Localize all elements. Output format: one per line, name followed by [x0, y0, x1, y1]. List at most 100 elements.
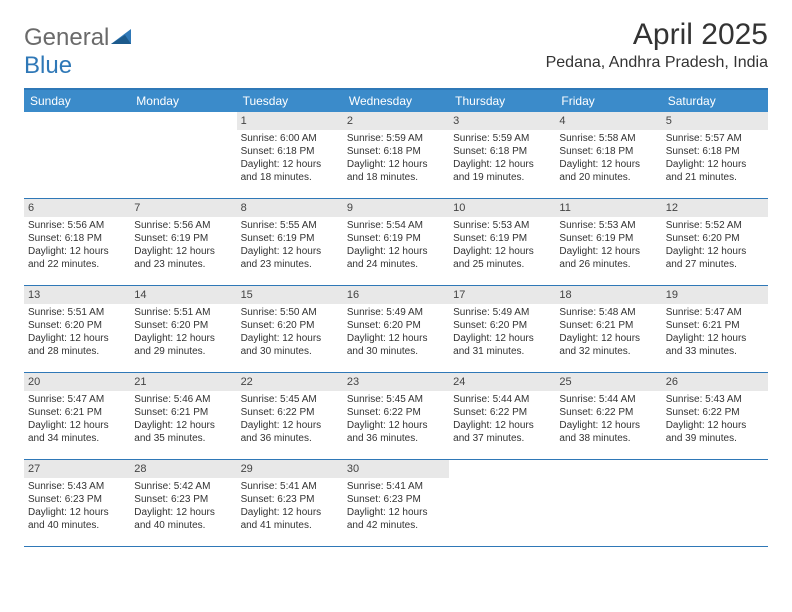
day-info: Sunrise: 5:59 AMSunset: 6:18 PMDaylight:…: [451, 132, 553, 184]
day-info: Sunrise: 5:53 AMSunset: 6:19 PMDaylight:…: [557, 219, 659, 271]
day-info: Sunrise: 6:00 AMSunset: 6:18 PMDaylight:…: [239, 132, 341, 184]
day-info: Sunrise: 5:47 AMSunset: 6:21 PMDaylight:…: [664, 306, 766, 358]
day-cell: 28 Sunrise: 5:42 AMSunset: 6:23 PMDayligh…: [130, 460, 236, 546]
day-info: Sunrise: 5:58 AMSunset: 6:18 PMDaylight:…: [557, 132, 659, 184]
day-number: 3: [449, 112, 555, 130]
location-text: Pedana, Andhra Pradesh, India: [546, 54, 768, 72]
day-cell: 7 Sunrise: 5:56 AMSunset: 6:19 PMDaylight…: [130, 199, 236, 285]
calendar-header-row: SundayMondayTuesdayWednesdayThursdayFrid…: [24, 90, 768, 112]
day-cell: 16 Sunrise: 5:49 AMSunset: 6:20 PMDayligh…: [343, 286, 449, 372]
day-info: Sunrise: 5:43 AMSunset: 6:23 PMDaylight:…: [26, 480, 128, 532]
day-number: 28: [130, 460, 236, 478]
day-number: 5: [662, 112, 768, 130]
day-cell: 8Sunrise: 5:55 AMSunset: 6:19 PMDaylight…: [237, 199, 343, 285]
day-info: Sunrise: 5:48 AMSunset: 6:21 PMDaylight:…: [557, 306, 659, 358]
day-cell: 6 Sunrise: 5:56 AMSunset: 6:18 PMDaylight…: [24, 199, 130, 285]
day-info: Sunrise: 5:51 AMSunset: 6:20 PMDaylight:…: [26, 306, 128, 358]
day-number: 21: [130, 373, 236, 391]
day-header: Wednesday: [343, 90, 449, 112]
day-header: Thursday: [449, 90, 555, 112]
day-cell: 0: [130, 112, 236, 198]
day-info: Sunrise: 5:50 AMSunset: 6:20 PMDaylight:…: [239, 306, 341, 358]
day-cell: 15Sunrise: 5:50 AMSunset: 6:20 PMDayligh…: [237, 286, 343, 372]
day-header: Sunday: [24, 90, 130, 112]
day-number: 18: [555, 286, 661, 304]
calendar-page: General April 2025 Pedana, Andhra Prades…: [0, 0, 792, 547]
day-cell: 1 Sunrise: 6:00 AMSunset: 6:18 PMDaylight…: [237, 112, 343, 198]
day-number: 23: [343, 373, 449, 391]
day-header: Saturday: [662, 90, 768, 112]
day-cell: 29 Sunrise: 5:41 AMSunset: 6:23 PMDayligh…: [237, 460, 343, 546]
day-cell: 23 Sunrise: 5:45 AMSunset: 6:22 PMDayligh…: [343, 373, 449, 459]
day-number: 29: [237, 460, 343, 478]
day-info: Sunrise: 5:44 AMSunset: 6:22 PMDaylight:…: [451, 393, 553, 445]
day-info: Sunrise: 5:42 AMSunset: 6:23 PMDaylight:…: [132, 480, 234, 532]
day-number: 11: [555, 199, 661, 217]
day-number: 12: [662, 199, 768, 217]
day-number: 2: [343, 112, 449, 130]
day-cell: 24 Sunrise: 5:44 AMSunset: 6:22 PMDayligh…: [449, 373, 555, 459]
day-cell: 14 Sunrise: 5:51 AMSunset: 6:20 PMDayligh…: [130, 286, 236, 372]
day-info: Sunrise: 5:46 AMSunset: 6:21 PMDaylight:…: [132, 393, 234, 445]
day-info: Sunrise: 5:57 AMSunset: 6:18 PMDaylight:…: [664, 132, 766, 184]
day-cell: 0: [662, 460, 768, 546]
day-number: 7: [130, 199, 236, 217]
day-info: Sunrise: 5:49 AMSunset: 6:20 PMDaylight:…: [345, 306, 447, 358]
day-header: Monday: [130, 90, 236, 112]
day-cell: 0: [555, 460, 661, 546]
logo-triangle-icon: [111, 24, 133, 52]
calendar: SundayMondayTuesdayWednesdayThursdayFrid…: [24, 88, 768, 547]
day-info: Sunrise: 5:51 AMSunset: 6:20 PMDaylight:…: [132, 306, 234, 358]
day-cell: 30 Sunrise: 5:41 AMSunset: 6:23 PMDayligh…: [343, 460, 449, 546]
day-number: 6: [24, 199, 130, 217]
day-cell: 17 Sunrise: 5:49 AMSunset: 6:20 PMDayligh…: [449, 286, 555, 372]
day-number: 1: [237, 112, 343, 130]
day-cell: 25Sunrise: 5:44 AMSunset: 6:22 PMDayligh…: [555, 373, 661, 459]
day-number: 17: [449, 286, 555, 304]
day-info: Sunrise: 5:49 AMSunset: 6:20 PMDaylight:…: [451, 306, 553, 358]
day-number: 14: [130, 286, 236, 304]
day-number: 26: [662, 373, 768, 391]
logo: General: [24, 18, 133, 52]
day-number: 8: [237, 199, 343, 217]
day-number: 4: [555, 112, 661, 130]
title-block: April 2025 Pedana, Andhra Pradesh, India: [546, 18, 768, 72]
day-number: 20: [24, 373, 130, 391]
day-number: 16: [343, 286, 449, 304]
month-title: April 2025: [546, 18, 768, 52]
day-info: Sunrise: 5:45 AMSunset: 6:22 PMDaylight:…: [345, 393, 447, 445]
day-cell: 19 Sunrise: 5:47 AMSunset: 6:21 PMDayligh…: [662, 286, 768, 372]
logo-text-general: General: [24, 24, 109, 52]
day-cell: 21 Sunrise: 5:46 AMSunset: 6:21 PMDayligh…: [130, 373, 236, 459]
day-number: 22: [237, 373, 343, 391]
day-cell: 4 Sunrise: 5:58 AMSunset: 6:18 PMDaylight…: [555, 112, 661, 198]
day-number: 19: [662, 286, 768, 304]
day-info: Sunrise: 5:45 AMSunset: 6:22 PMDaylight:…: [239, 393, 341, 445]
day-info: Sunrise: 5:53 AMSunset: 6:19 PMDaylight:…: [451, 219, 553, 271]
day-info: Sunrise: 5:43 AMSunset: 6:22 PMDaylight:…: [664, 393, 766, 445]
day-number: 24: [449, 373, 555, 391]
day-number: 9: [343, 199, 449, 217]
day-number: 30: [343, 460, 449, 478]
day-info: Sunrise: 5:59 AMSunset: 6:18 PMDaylight:…: [345, 132, 447, 184]
day-info: Sunrise: 5:41 AMSunset: 6:23 PMDaylight:…: [239, 480, 341, 532]
day-info: Sunrise: 5:41 AMSunset: 6:23 PMDaylight:…: [345, 480, 447, 532]
day-header: Friday: [555, 90, 661, 112]
day-number: 10: [449, 199, 555, 217]
day-cell: 10 Sunrise: 5:53 AMSunset: 6:19 PMDayligh…: [449, 199, 555, 285]
day-number: 13: [24, 286, 130, 304]
calendar-body: 001Sunrise: 6:00 AMSunset: 6:18 PMDaylig…: [24, 112, 768, 547]
day-cell: 27Sunrise: 5:43 AMSunset: 6:23 PMDayligh…: [24, 460, 130, 546]
day-cell: 18 Sunrise: 5:48 AMSunset: 6:21 PMDayligh…: [555, 286, 661, 372]
day-info: Sunrise: 5:56 AMSunset: 6:18 PMDaylight:…: [26, 219, 128, 271]
day-cell: 13 Sunrise: 5:51 AMSunset: 6:20 PMDayligh…: [24, 286, 130, 372]
day-cell: 26 Sunrise: 5:43 AMSunset: 6:22 PMDayligh…: [662, 373, 768, 459]
day-cell: 12Sunrise: 5:52 AMSunset: 6:20 PMDayligh…: [662, 199, 768, 285]
day-info: Sunrise: 5:56 AMSunset: 6:19 PMDaylight:…: [132, 219, 234, 271]
day-number: 25: [555, 373, 661, 391]
day-info: Sunrise: 5:47 AMSunset: 6:21 PMDaylight:…: [26, 393, 128, 445]
day-cell: 2 Sunrise: 5:59 AMSunset: 6:18 PMDaylight…: [343, 112, 449, 198]
day-cell: 20 Sunrise: 5:47 AMSunset: 6:21 PMDayligh…: [24, 373, 130, 459]
day-cell: 0: [449, 460, 555, 546]
day-cell: 5 Sunrise: 5:57 AMSunset: 6:18 PMDaylight…: [662, 112, 768, 198]
